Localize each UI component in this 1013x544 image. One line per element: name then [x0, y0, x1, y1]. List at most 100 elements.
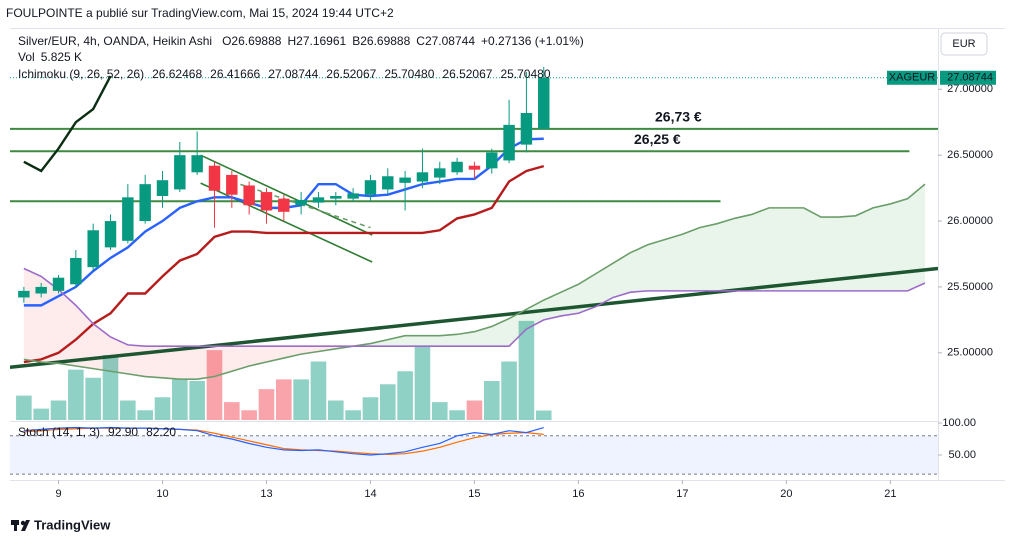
candle-body	[35, 286, 47, 294]
legend-text: 27.16961	[296, 34, 346, 48]
stoch-line	[23, 426, 544, 456]
footer-brand: TradingView	[34, 517, 111, 532]
cloud-segment	[266, 346, 284, 363]
x-tick-label: 14	[364, 488, 376, 500]
volume-bar	[518, 320, 535, 420]
volume-bar	[293, 379, 309, 420]
volume-bar	[449, 410, 465, 420]
legend-text: +0.27136 (+1.01%)	[481, 34, 584, 48]
level-label: 26,25 €	[634, 131, 681, 147]
candle-body	[399, 177, 411, 183]
price-tag: 27.08744	[947, 72, 993, 84]
cloud-segment	[387, 335, 406, 347]
stoch-line	[23, 427, 544, 455]
legend-text: 27.08744	[268, 67, 318, 81]
cloud-segment	[439, 334, 458, 347]
x-tick-label: 15	[468, 488, 480, 500]
cloud-segment	[907, 184, 926, 291]
volume-bar	[102, 355, 119, 420]
stoch-tick-label: 100.00	[942, 417, 976, 429]
legend-text: 26.41666	[210, 67, 260, 81]
legend-text: 5.825 K	[41, 50, 82, 64]
ichimoku-line	[23, 267, 926, 348]
cloud-segment	[75, 305, 94, 369]
volume-bar	[189, 381, 205, 420]
candle-body	[520, 113, 533, 145]
candle-body	[451, 161, 463, 173]
cloud-segment	[821, 217, 839, 291]
volume-bar	[276, 379, 292, 420]
candle-body	[104, 221, 117, 248]
volume-bar	[414, 346, 431, 420]
cloud-segment	[786, 207, 804, 291]
cloud-segment	[855, 207, 874, 291]
cloud-segment	[630, 244, 648, 293]
x-tick-label: 16	[572, 488, 584, 500]
legend-text: 27.08744	[425, 34, 475, 48]
x-tick-label: 9	[55, 488, 61, 500]
legend-text: 92.90	[108, 425, 138, 439]
candle-body	[347, 193, 359, 199]
volume-bar	[154, 397, 171, 420]
cloud-segment	[734, 214, 752, 291]
ichimoku-line	[23, 164, 545, 364]
volume-bar	[50, 400, 67, 420]
x-tick-label: 13	[260, 488, 272, 500]
candle-body	[87, 230, 99, 268]
y-tick-label: 26.00000	[947, 215, 993, 227]
legend-text: Silver/EUR, 4h, OANDA, Heikin Ashi	[18, 34, 212, 48]
candle-body	[295, 199, 307, 206]
volume-bar	[224, 402, 240, 420]
volume-bar	[206, 350, 223, 420]
trendline	[200, 154, 373, 236]
candle-body	[226, 174, 238, 195]
price-tag-bg	[940, 70, 996, 85]
cloud-segment	[751, 207, 770, 291]
legend-text: 82.20	[146, 425, 176, 439]
price-pane: 26,73 € 26,25 €	[10, 66, 938, 420]
legend-text: 26.69888	[231, 34, 281, 48]
candle-body	[278, 198, 290, 212]
cloud-segment	[647, 239, 666, 291]
volume-bar	[327, 400, 344, 420]
volume-bar	[258, 389, 275, 420]
currency-label[interactable]: EUR	[952, 38, 975, 50]
candle-body	[364, 180, 377, 195]
candle-body	[468, 165, 481, 170]
cloud-segment	[214, 346, 232, 377]
candle-body	[174, 155, 186, 190]
candle-body	[260, 192, 273, 211]
legend-text: H	[287, 34, 296, 48]
currency-box[interactable]	[940, 32, 988, 56]
candle-body	[139, 184, 151, 222]
cloud-segment	[613, 252, 631, 298]
x-tick-label: 17	[676, 488, 688, 500]
publisher-line: FOULPOINTE a publié sur TradingView.com,…	[6, 6, 394, 20]
cloud-segment	[283, 346, 302, 359]
cloud-segment	[699, 223, 718, 291]
candle-body	[538, 77, 550, 129]
y-tick-label: 27.00000	[947, 83, 993, 95]
candle-body	[416, 172, 429, 182]
cloud-segment	[769, 207, 787, 291]
cloud-segment	[803, 207, 822, 291]
legend-text: 26.69888	[360, 34, 410, 48]
legend-text: Vol	[18, 50, 35, 64]
volume-bar	[483, 381, 500, 420]
cloud-segment	[890, 198, 908, 291]
legend-text: O	[222, 34, 231, 48]
cloud-segment	[422, 335, 440, 347]
volume-bar	[362, 397, 379, 420]
y-tick-label: 25.50000	[947, 281, 993, 293]
cloud-segment	[197, 346, 215, 380]
cloud-segment	[58, 289, 76, 366]
symbol-tag: XAGEUR	[889, 72, 936, 84]
cloud-segment	[543, 292, 562, 320]
candle-body	[122, 197, 134, 241]
candle-body	[18, 290, 30, 298]
legend: FOULPOINTE a publié sur TradingView.com,…	[6, 6, 584, 439]
x-tick-label: 10	[156, 488, 168, 500]
cloud-segment	[457, 331, 475, 347]
footer-logo: TradingView	[11, 517, 111, 532]
ichimoku-line	[23, 75, 112, 173]
